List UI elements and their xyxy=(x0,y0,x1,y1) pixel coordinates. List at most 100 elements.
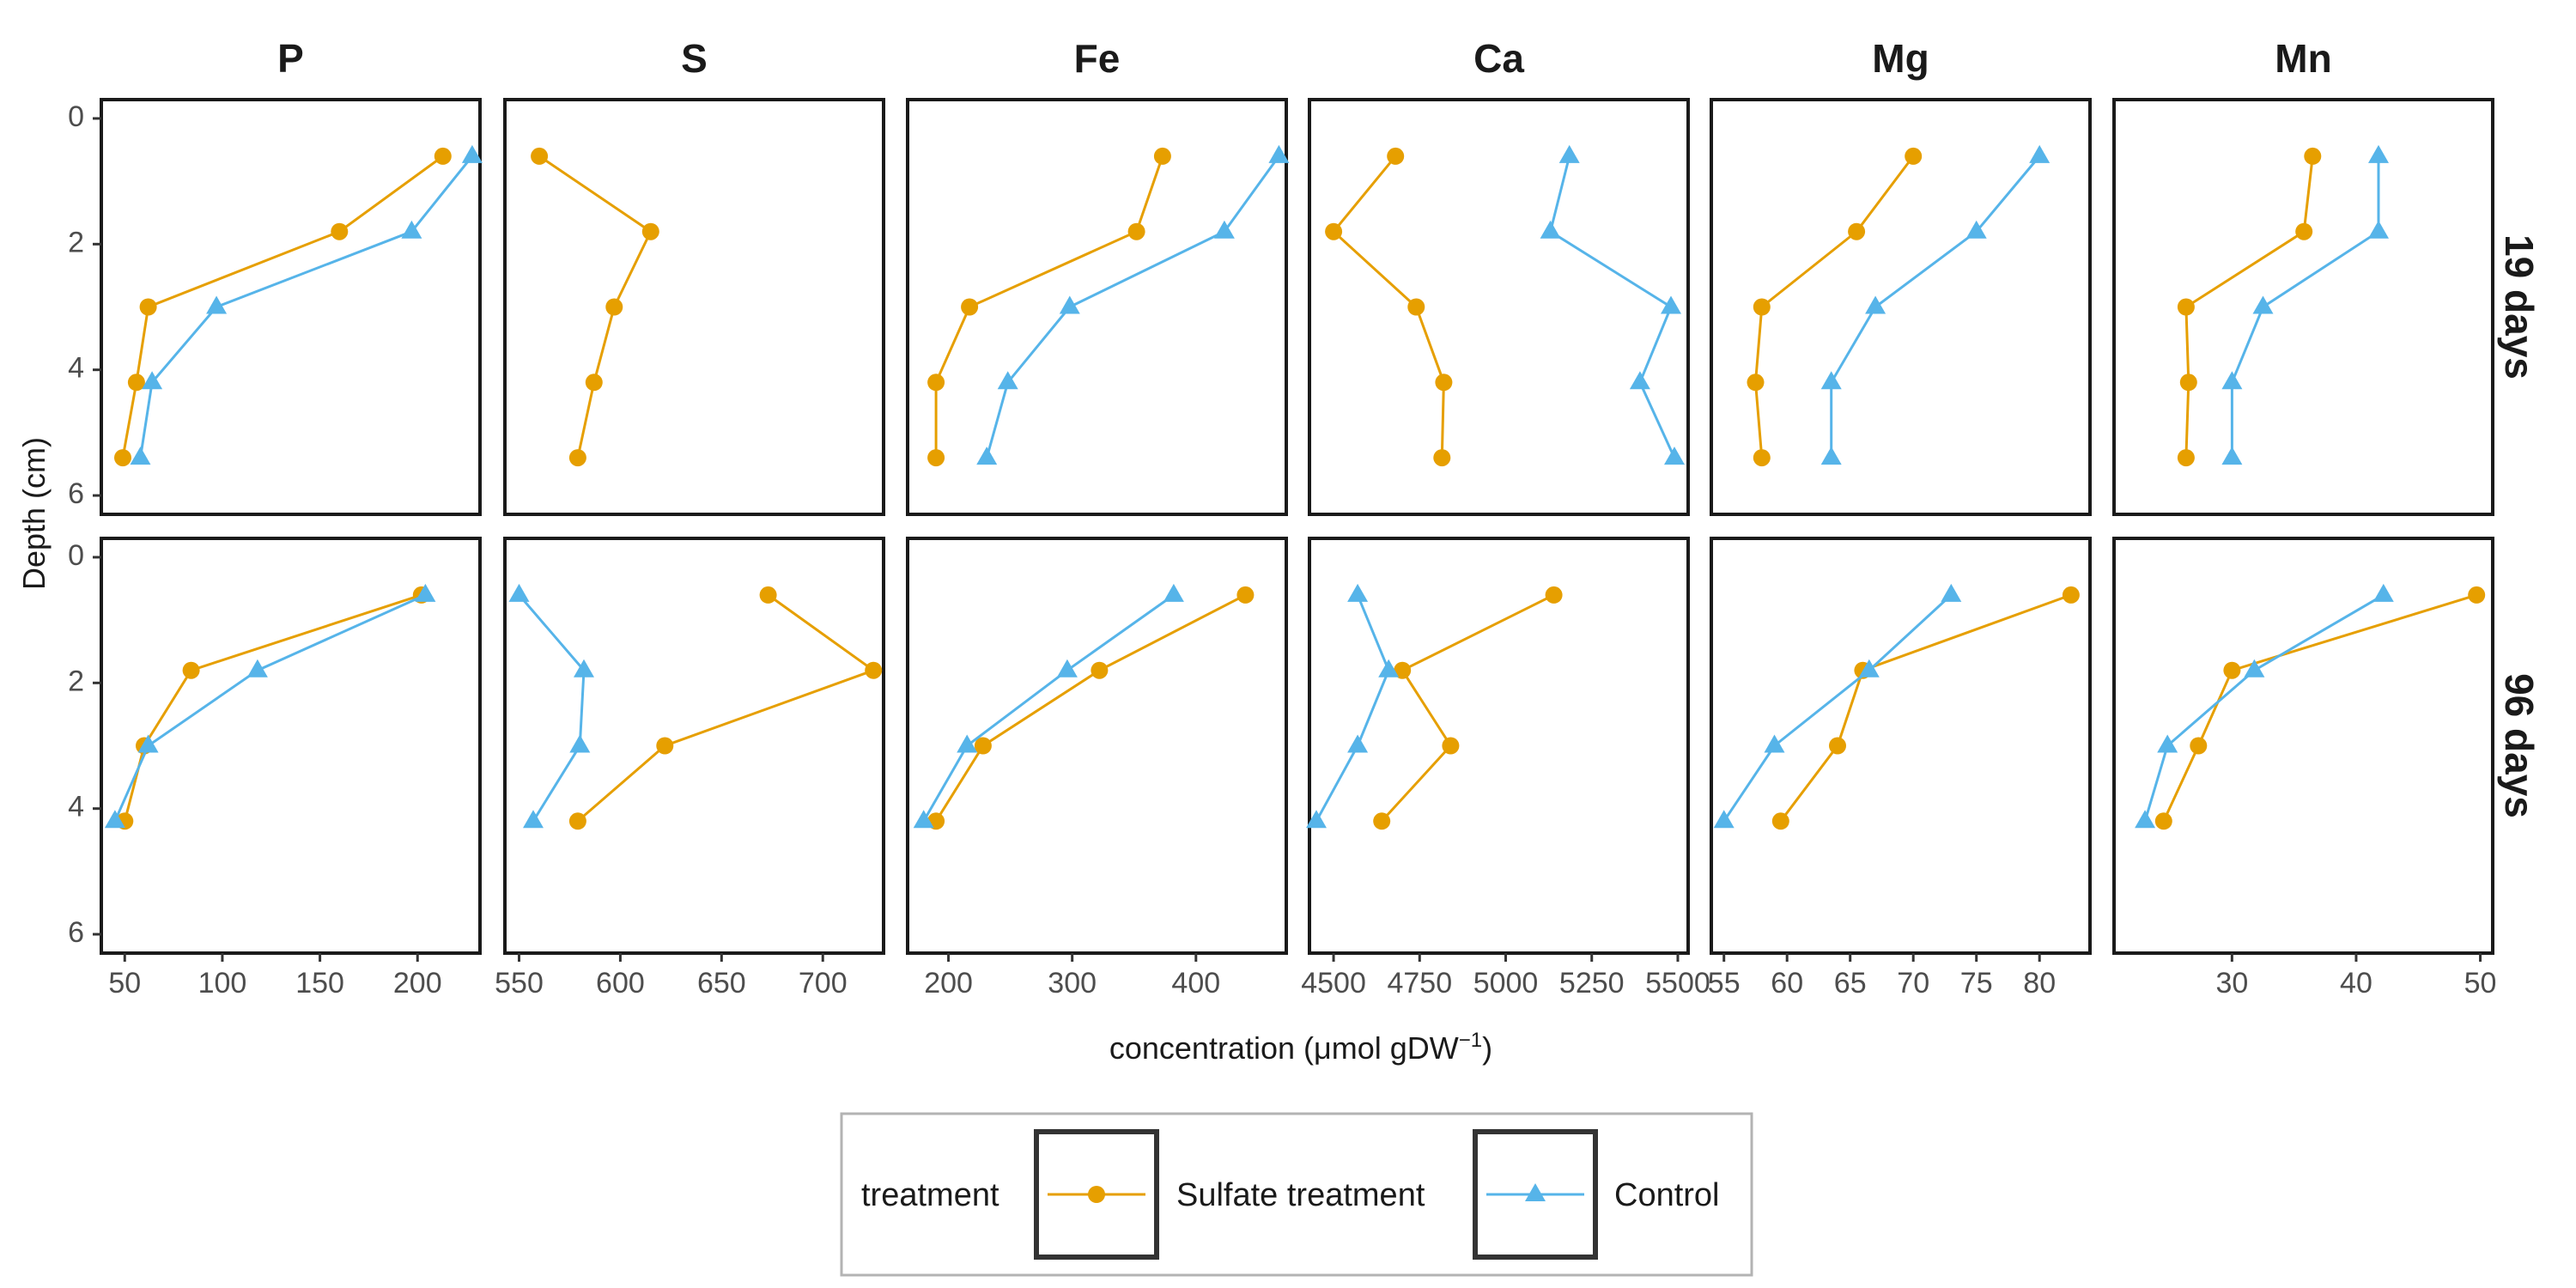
series-line-sulfate xyxy=(576,593,877,823)
x-tick-label: 300 xyxy=(1048,967,1097,999)
data-point-control xyxy=(1865,295,1886,314)
x-tick-label: 60 xyxy=(1771,967,1803,999)
data-point-control xyxy=(130,447,151,465)
data-point-sulfate xyxy=(2295,222,2313,240)
legend-label-control: Control xyxy=(1614,1177,1720,1213)
strip-label-19-days: 19 days xyxy=(2497,234,2542,380)
data-point-sulfate xyxy=(1091,661,1109,679)
x-tick-label: 200 xyxy=(924,967,973,999)
x-tick-label: 100 xyxy=(198,967,247,999)
strip-label-96-days: 96 days xyxy=(2497,673,2542,818)
data-point-sulfate xyxy=(974,737,992,755)
legend-label-sulfate: Sulfate treatment xyxy=(1176,1177,1425,1213)
series-line-sulfate xyxy=(1779,593,2072,823)
data-point-control xyxy=(2252,295,2274,314)
y-tick-label: 2 xyxy=(68,665,84,697)
data-point-control xyxy=(1268,144,1290,163)
panel-mn-96-days: 30 40 50 xyxy=(2112,537,2497,999)
data-point-control xyxy=(1965,220,1987,239)
data-point-control xyxy=(957,734,978,753)
x-tick-label: 65 xyxy=(1834,967,1867,999)
data-point-sulfate xyxy=(865,661,883,679)
data-point-sulfate xyxy=(605,298,623,316)
data-point-sulfate xyxy=(927,449,945,467)
legend-entry-sulfate: Sulfate treatment xyxy=(1034,1129,1425,1260)
data-point-sulfate xyxy=(1753,449,1771,467)
series-line-control xyxy=(518,593,586,823)
x-tick-label: 5250 xyxy=(1559,967,1625,999)
data-point-sulfate xyxy=(1394,661,1412,679)
x-tick-label: 30 xyxy=(2215,967,2248,999)
data-point-sulfate xyxy=(568,812,586,830)
data-point-sulfate xyxy=(927,374,945,392)
x-tick-label: 4750 xyxy=(1387,967,1452,999)
data-point-sulfate xyxy=(127,374,145,392)
strip-label-mn: Mn xyxy=(2275,36,2331,81)
data-point-sulfate xyxy=(331,222,349,240)
data-point-sulfate xyxy=(2179,374,2197,392)
x-axis-title-suffix: ) xyxy=(1482,1030,1492,1066)
data-point-control xyxy=(1764,734,1785,753)
data-point-sulfate xyxy=(1829,737,1846,755)
data-point-control xyxy=(1664,447,1685,465)
data-point-sulfate xyxy=(1771,812,1789,830)
x-tick-label: 40 xyxy=(2340,967,2372,999)
data-point-control xyxy=(1163,583,1184,602)
data-point-control xyxy=(461,144,483,163)
x-tick-label: 50 xyxy=(2464,967,2497,999)
panel-border xyxy=(503,537,885,955)
panel-mg-19-days xyxy=(1710,98,2092,516)
data-point-control xyxy=(1820,371,1842,390)
x-tick-label: 200 xyxy=(393,967,442,999)
series-line-control xyxy=(113,593,427,822)
panel-fe-19-days xyxy=(906,98,1290,516)
x-tick-label: 50 xyxy=(108,967,141,999)
data-point-sulfate xyxy=(531,147,549,165)
x-tick-label: 55 xyxy=(1708,967,1741,999)
panel-border xyxy=(100,537,482,955)
data-point-control xyxy=(1213,220,1235,239)
data-point-control xyxy=(2221,371,2243,390)
data-point-control xyxy=(2157,734,2178,753)
data-point-sulfate xyxy=(585,374,603,392)
data-point-sulfate xyxy=(2468,586,2486,604)
panel-border xyxy=(1710,98,2092,516)
x-tick-label: 550 xyxy=(495,967,544,999)
data-point-sulfate xyxy=(1848,222,1866,240)
data-point-sulfate xyxy=(139,298,157,316)
data-point-control xyxy=(574,659,594,677)
legend-title: treatment xyxy=(861,1177,999,1213)
data-point-control xyxy=(1059,295,1080,314)
x-tick-label: 4500 xyxy=(1301,967,1366,999)
data-point-sulfate xyxy=(1236,586,1255,604)
data-point-control xyxy=(1858,659,1880,677)
y-tick-label: 2 xyxy=(68,226,84,258)
data-point-control xyxy=(2244,659,2265,677)
data-point-control xyxy=(2135,810,2156,829)
panel-border xyxy=(1308,537,1690,955)
data-point-control xyxy=(206,295,228,314)
panel-fe-96-days: 200 300 400 xyxy=(906,537,1288,999)
data-point-control xyxy=(2029,144,2050,163)
data-point-control xyxy=(1540,220,1561,239)
strip-label-fe: Fe xyxy=(1074,36,1121,81)
data-point-control xyxy=(1558,144,1580,163)
x-tick-label: 70 xyxy=(1897,967,1929,999)
x-tick-label: 700 xyxy=(799,967,848,999)
data-point-sulfate xyxy=(759,586,777,604)
y-tick-label: 6 xyxy=(68,916,84,949)
x-tick-label: 650 xyxy=(697,967,746,999)
x-axis-title: concentration (μmol gDW−1) xyxy=(1109,1029,1492,1066)
data-point-control xyxy=(976,447,998,465)
data-point-control xyxy=(1347,734,1369,753)
data-point-sulfate xyxy=(568,449,586,467)
data-point-sulfate xyxy=(2154,812,2172,830)
data-point-sulfate xyxy=(2177,449,2195,467)
data-point-sulfate xyxy=(961,298,979,316)
panel-border xyxy=(2112,98,2494,516)
data-point-control xyxy=(2221,447,2243,465)
panel-border xyxy=(100,98,482,516)
data-point-sulfate xyxy=(182,661,200,679)
data-point-sulfate xyxy=(1387,147,1405,165)
